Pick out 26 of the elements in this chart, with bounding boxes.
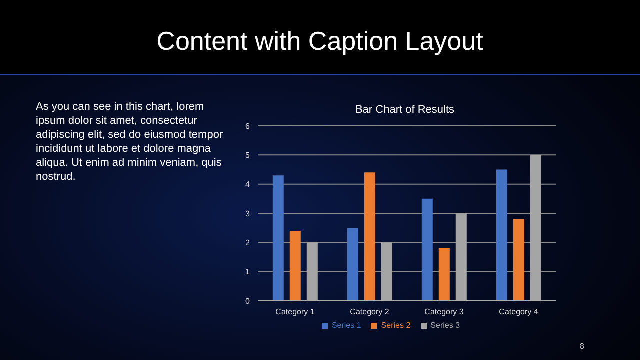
bar xyxy=(272,176,284,301)
bar xyxy=(513,219,524,301)
x-tick-label: Category 4 xyxy=(499,308,539,317)
y-tick-label: 4 xyxy=(246,180,251,190)
x-tick-label: Category 2 xyxy=(350,308,390,317)
legend-label: Series 1 xyxy=(332,321,362,330)
bar xyxy=(438,248,450,301)
y-tick-label: 6 xyxy=(246,122,251,131)
text: As you can see in this chart, lorem ipsum dolor sit amet, consectetur adipiscing elit, sed do eiusmod tempor incididunt ut labore et dolore magna aliqua. Ut enim ad minim veniam, quis nostrud. xyxy=(36,100,224,184)
bar xyxy=(496,170,508,301)
y-tick-label: 0 xyxy=(246,296,251,306)
legend-label: Series 3 xyxy=(430,321,460,330)
y-tick-label: 3 xyxy=(246,209,251,218)
chart-title: Content with Caption Layout xyxy=(156,26,484,57)
bar xyxy=(290,231,301,301)
y-tick-label: 5 xyxy=(246,151,251,160)
x-tick-label: Category 1 xyxy=(276,308,316,317)
bar xyxy=(422,198,433,301)
bar xyxy=(347,228,358,301)
y-tick-label: 1 xyxy=(246,268,251,277)
legend-label: Series 2 xyxy=(381,321,411,330)
bar xyxy=(364,172,376,301)
x-tick-label: Category 3 xyxy=(424,308,464,317)
y-tick-label: 2 xyxy=(246,238,251,248)
chart-subtitle: Bar Chart of Results xyxy=(354,104,456,116)
text: 8 xyxy=(580,342,584,351)
